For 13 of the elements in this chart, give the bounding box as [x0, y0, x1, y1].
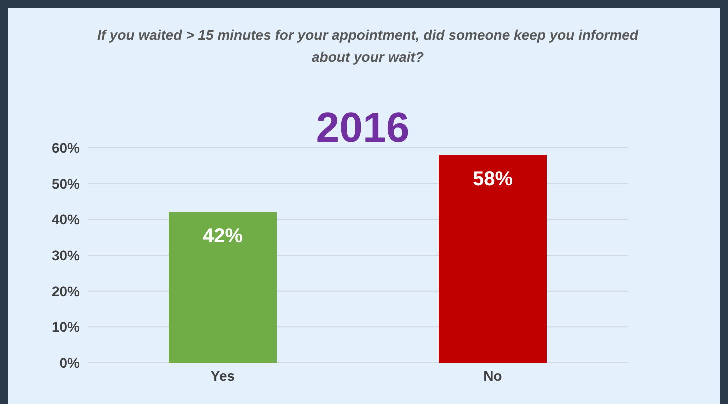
y-tick-label: 0%	[60, 354, 81, 371]
x-tick-label: Yes	[210, 368, 236, 384]
y-tick-label: 40%	[52, 212, 81, 228]
data-label: 58%	[472, 168, 514, 190]
y-tick-label: 50%	[52, 176, 81, 192]
y-tick-label: 30%	[52, 247, 81, 264]
data-label: 42%	[202, 226, 244, 248]
chart-subtitle: 2016	[315, 104, 411, 152]
y-tick-label: 10%	[52, 319, 81, 336]
chart-title: If you waited > 15 minutes for your appointment, did someone keep you informed about your wait?	[96, 26, 640, 67]
y-tick-label: 20%	[52, 283, 81, 300]
x-tick-label: No	[484, 368, 502, 384]
y-tick-label: 60%	[52, 140, 81, 156]
